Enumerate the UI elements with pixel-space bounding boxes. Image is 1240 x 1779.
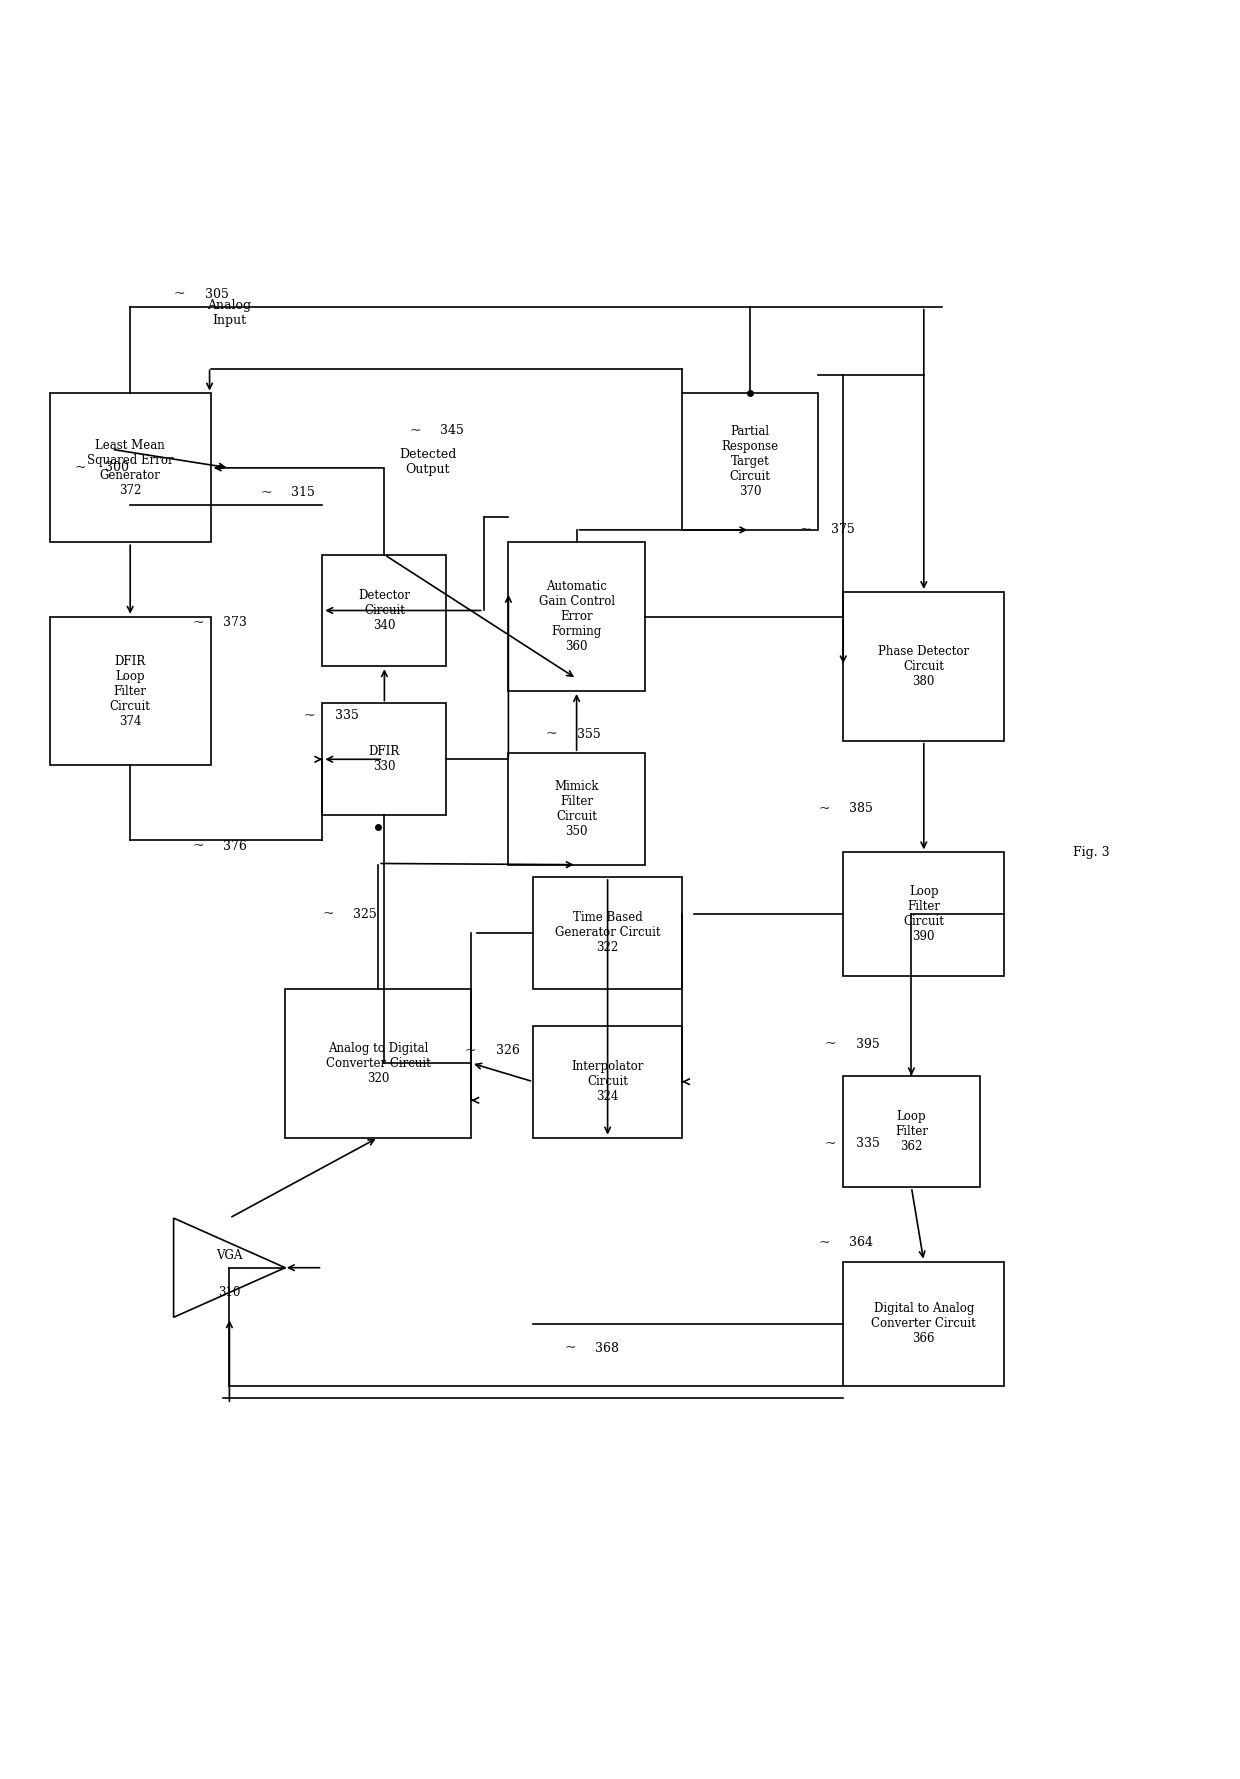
Text: DFIR
Loop
Filter
Circuit
374: DFIR Loop Filter Circuit 374: [110, 655, 150, 728]
Text: Loop
Filter
362: Loop Filter 362: [895, 1110, 928, 1153]
Text: ~: ~: [192, 840, 203, 854]
FancyBboxPatch shape: [843, 1261, 1004, 1386]
Text: DFIR
330: DFIR 330: [368, 745, 401, 774]
Text: 395: 395: [856, 1037, 879, 1051]
Text: ~: ~: [465, 1044, 476, 1059]
Text: ~: ~: [260, 486, 272, 500]
Text: ~: ~: [409, 423, 420, 438]
Text: 376: 376: [223, 840, 247, 852]
Text: Analog to Digital
Converter Circuit
320: Analog to Digital Converter Circuit 320: [326, 1041, 430, 1085]
Text: Partial
Response
Target
Circuit
370: Partial Response Target Circuit 370: [722, 425, 779, 498]
FancyBboxPatch shape: [508, 753, 645, 865]
Text: ~: ~: [192, 616, 203, 630]
Text: Analog
Input: Analog Input: [207, 299, 252, 327]
Text: 325: 325: [353, 907, 377, 922]
Text: 345: 345: [440, 423, 464, 438]
Text: Mimick
Filter
Circuit
350: Mimick Filter Circuit 350: [554, 779, 599, 838]
FancyBboxPatch shape: [285, 989, 471, 1137]
Text: 375: 375: [831, 523, 854, 537]
Text: 326: 326: [496, 1044, 520, 1057]
Text: 315: 315: [291, 486, 315, 500]
FancyBboxPatch shape: [533, 1026, 682, 1137]
Text: 355: 355: [577, 728, 600, 742]
Text: ~: ~: [800, 523, 811, 537]
Text: ~: ~: [818, 802, 830, 817]
FancyBboxPatch shape: [843, 592, 1004, 740]
Text: Time Based
Generator Circuit
322: Time Based Generator Circuit 322: [554, 911, 661, 954]
Text: ~: ~: [825, 1037, 836, 1051]
Text: ~: ~: [174, 286, 185, 301]
Polygon shape: [174, 1219, 285, 1316]
Text: 364: 364: [849, 1236, 873, 1249]
Text: ~: ~: [818, 1236, 830, 1251]
Text: 335: 335: [335, 710, 358, 722]
Text: Phase Detector
Circuit
380: Phase Detector Circuit 380: [878, 644, 970, 688]
FancyBboxPatch shape: [322, 555, 446, 667]
Text: ~: ~: [825, 1137, 836, 1151]
Text: ~: ~: [564, 1341, 575, 1356]
Text: 310: 310: [218, 1286, 241, 1299]
Text: 335: 335: [856, 1137, 879, 1151]
Text: Digital to Analog
Converter Circuit
366: Digital to Analog Converter Circuit 366: [872, 1302, 976, 1345]
FancyBboxPatch shape: [50, 617, 211, 765]
Text: VGA: VGA: [216, 1249, 243, 1261]
Text: Least Mean
Squared Error
Generator
372: Least Mean Squared Error Generator 372: [87, 439, 174, 496]
FancyBboxPatch shape: [50, 393, 211, 543]
Text: 368: 368: [595, 1341, 619, 1356]
FancyBboxPatch shape: [508, 543, 645, 690]
FancyBboxPatch shape: [322, 703, 446, 815]
Text: 385: 385: [849, 802, 873, 815]
Text: Detector
Circuit
340: Detector Circuit 340: [358, 589, 410, 632]
FancyBboxPatch shape: [843, 852, 1004, 977]
Text: 373: 373: [223, 616, 247, 630]
Text: Fig. 3: Fig. 3: [1073, 845, 1110, 859]
Text: 300: 300: [105, 461, 129, 475]
Text: ~: ~: [322, 907, 334, 922]
FancyBboxPatch shape: [843, 1076, 980, 1187]
Text: Automatic
Gain Control
Error
Forming
360: Automatic Gain Control Error Forming 360: [538, 580, 615, 653]
Text: ~: ~: [74, 461, 86, 475]
Text: 305: 305: [205, 288, 228, 301]
Text: Detected
Output: Detected Output: [399, 448, 456, 475]
Text: Interpolator
Circuit
324: Interpolator Circuit 324: [572, 1060, 644, 1103]
FancyBboxPatch shape: [533, 877, 682, 989]
Text: ~: ~: [546, 728, 557, 742]
Text: ~: ~: [304, 708, 315, 722]
FancyBboxPatch shape: [682, 393, 818, 530]
Text: Loop
Filter
Circuit
390: Loop Filter Circuit 390: [904, 886, 944, 943]
